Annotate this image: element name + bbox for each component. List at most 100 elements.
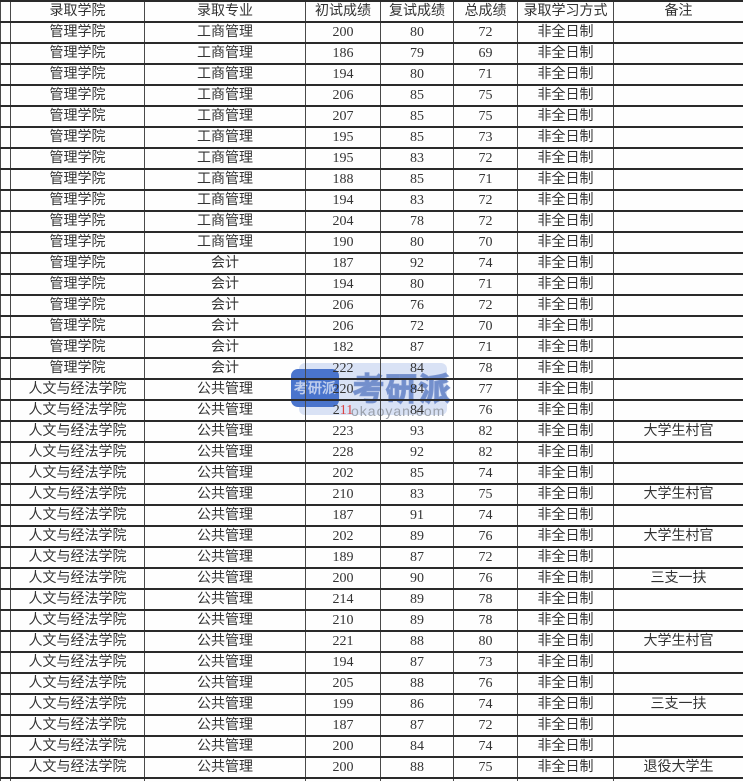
cell-remark xyxy=(613,126,743,149)
cell-retest-score: 85 xyxy=(380,105,454,128)
cell-college: 管理学院 xyxy=(10,336,145,359)
cell-study-mode: 非全日制 xyxy=(517,504,614,527)
row-stub xyxy=(0,399,11,422)
cell-study-mode: 非全日制 xyxy=(517,168,614,191)
cell-remark xyxy=(613,504,743,527)
cell-total-score: 76 xyxy=(453,567,518,590)
cell-total-score: 70 xyxy=(453,315,518,338)
row-stub xyxy=(0,609,11,632)
cell-major: 会计 xyxy=(144,294,306,317)
cell-college: 人文与经法学院 xyxy=(10,504,145,527)
table-row: 人文与经法学院 公共管理 189 87 72 非全日制 xyxy=(0,546,743,569)
cell-remark xyxy=(613,672,743,695)
cell-initial-score: 195 xyxy=(305,147,381,170)
cell-major: 会计 xyxy=(144,357,306,380)
cell-total-score: 74 xyxy=(453,462,518,485)
table-row: 人文与经法学院 公共管理 194 87 73 非全日制 xyxy=(0,651,743,674)
cell-college: 人文与经法学院 xyxy=(10,378,145,401)
cell-study-mode: 非全日制 xyxy=(517,84,614,107)
cell-total-score: 72 xyxy=(453,21,518,44)
cell-retest-score: 83 xyxy=(380,483,454,506)
cell-major: 工商管理 xyxy=(144,231,306,254)
row-stub xyxy=(0,21,11,44)
row-stub xyxy=(0,231,11,254)
cell-remark: 大学生村官 xyxy=(613,525,743,548)
row-stub xyxy=(0,63,11,86)
cell-retest-score: 76 xyxy=(380,294,454,317)
cell-study-mode: 非全日制 xyxy=(517,252,614,275)
cell-retest-score: 90 xyxy=(380,567,454,590)
row-stub xyxy=(0,336,11,359)
cell-remark xyxy=(613,714,743,737)
table-row: 管理学院 会计 206 72 70 非全日制 xyxy=(0,315,743,338)
cell-retest-score: 89 xyxy=(380,525,454,548)
empty-cell xyxy=(0,777,11,781)
cell-major: 工商管理 xyxy=(144,21,306,44)
cell-initial-score: 187 xyxy=(305,714,381,737)
cell-remark: 退役大学生 xyxy=(613,756,743,779)
cell-total-score: 71 xyxy=(453,273,518,296)
table-row: 管理学院 工商管理 195 83 72 非全日制 xyxy=(0,147,743,170)
cell-study-mode: 非全日制 xyxy=(517,651,614,674)
cell-total-score: 69 xyxy=(453,42,518,65)
row-stub xyxy=(0,693,11,716)
cell-retest-score: 80 xyxy=(380,231,454,254)
row-stub xyxy=(0,441,11,464)
cell-study-mode: 非全日制 xyxy=(517,21,614,44)
cell-retest-score: 85 xyxy=(380,462,454,485)
row-stub xyxy=(0,273,11,296)
cell-retest-score: 85 xyxy=(380,126,454,149)
cell-initial-score: 221 xyxy=(305,630,381,653)
cell-study-mode: 非全日制 xyxy=(517,693,614,716)
cell-initial-score: 202 xyxy=(305,525,381,548)
cell-retest-score: 79 xyxy=(380,42,454,65)
cell-initial-score: 223 xyxy=(305,420,381,443)
cell-initial-score: 189 xyxy=(305,546,381,569)
table-row: 管理学院 工商管理 207 85 75 非全日制 xyxy=(0,105,743,128)
cell-remark xyxy=(613,84,743,107)
cell-retest-score: 91 xyxy=(380,504,454,527)
row-stub xyxy=(0,630,11,653)
cell-major: 会计 xyxy=(144,315,306,338)
header-major: 录取专业 xyxy=(144,0,306,23)
cell-college: 管理学院 xyxy=(10,147,145,170)
cell-study-mode: 非全日制 xyxy=(517,735,614,758)
cell-remark xyxy=(613,42,743,65)
cell-college: 人文与经法学院 xyxy=(10,609,145,632)
table-row: 人文与经法学院 公共管理 200 84 74 非全日制 xyxy=(0,735,743,758)
cell-remark xyxy=(613,294,743,317)
cell-study-mode: 非全日制 xyxy=(517,273,614,296)
table-row: 人文与经法学院 公共管理 187 91 74 非全日制 xyxy=(0,504,743,527)
cell-initial-score: 207 xyxy=(305,105,381,128)
header-study-mode: 录取学习方式 xyxy=(517,0,614,23)
cell-major: 工商管理 xyxy=(144,42,306,65)
cell-study-mode: 非全日制 xyxy=(517,609,614,632)
row-stub xyxy=(0,504,11,527)
cell-college: 管理学院 xyxy=(10,21,145,44)
header-initial-score: 初试成绩 xyxy=(305,0,381,23)
table-row: 人文与经法学院 公共管理 202 89 76 非全日制 大学生村官 xyxy=(0,525,743,548)
cell-initial-score: 202 xyxy=(305,462,381,485)
cell-total-score: 76 xyxy=(453,399,518,422)
cell-remark xyxy=(613,147,743,170)
empty-cell xyxy=(453,777,518,781)
cell-study-mode: 非全日制 xyxy=(517,231,614,254)
row-stub xyxy=(0,315,11,338)
cell-major: 工商管理 xyxy=(144,105,306,128)
cell-retest-score: 83 xyxy=(380,189,454,212)
cell-college: 人文与经法学院 xyxy=(10,735,145,758)
cell-total-score: 72 xyxy=(453,210,518,233)
cell-total-score: 72 xyxy=(453,714,518,737)
row-stub xyxy=(0,168,11,191)
row-stub xyxy=(0,483,11,506)
row-stub xyxy=(0,357,11,380)
cell-initial-score: 199 xyxy=(305,693,381,716)
cell-retest-score: 88 xyxy=(380,630,454,653)
cell-initial-score: 211 xyxy=(305,399,381,422)
cell-retest-score: 86 xyxy=(380,693,454,716)
row-stub xyxy=(0,546,11,569)
cell-retest-score: 87 xyxy=(380,714,454,737)
cell-major: 工商管理 xyxy=(144,168,306,191)
cell-major: 公共管理 xyxy=(144,672,306,695)
